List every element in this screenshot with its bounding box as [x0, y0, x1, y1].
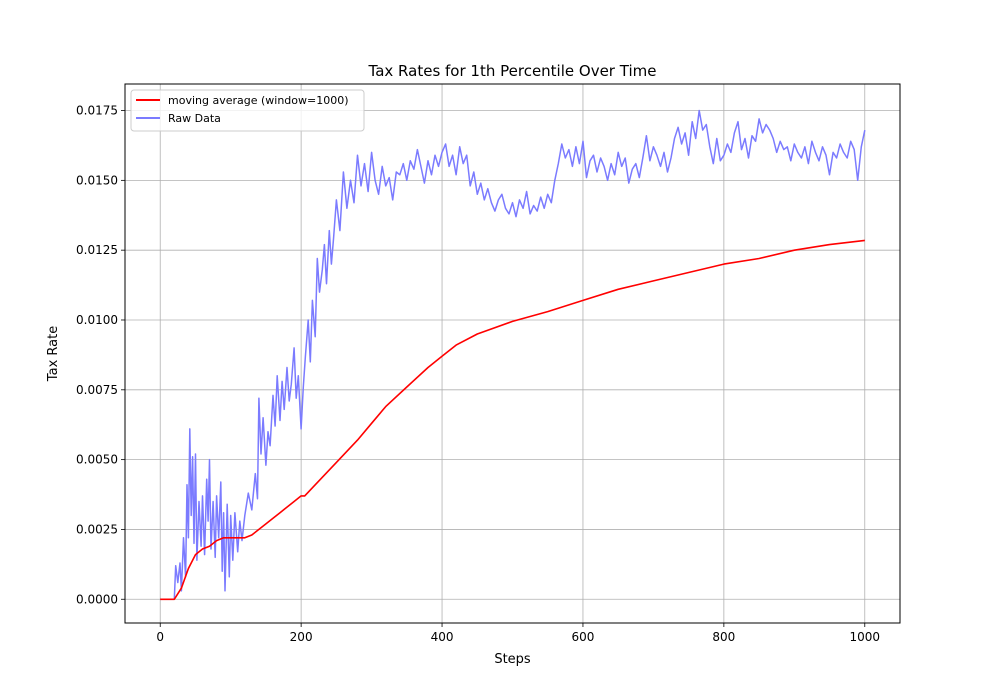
grid [125, 84, 900, 623]
chart-title: Tax Rates for 1th Percentile Over Time [368, 62, 657, 80]
x-axis-label: Steps [494, 652, 531, 667]
x-tick-label: 800 [712, 630, 735, 644]
legend: moving average (window=1000) Raw Data [130, 89, 365, 132]
y-tick-label: 0.0025 [76, 522, 118, 536]
x-tick-label: 1000 [849, 630, 880, 644]
legend-box [130, 89, 365, 132]
x-tick-label: 0 [156, 630, 164, 644]
x-tick-label: 200 [290, 630, 313, 644]
legend-label-raw-data: Raw Data [168, 112, 221, 125]
y-tick-label: 0.0125 [76, 243, 118, 257]
y-axis-label: Tax Rate [46, 326, 61, 382]
y-tick-label: 0.0075 [76, 383, 118, 397]
y-tick-label: 0.0050 [76, 453, 118, 467]
y-tick-label: 0.0150 [76, 173, 118, 187]
x-tick-label: 400 [431, 630, 454, 644]
x-tick-label: 600 [572, 630, 595, 644]
series-line-moving-average [160, 239, 865, 601]
y-tick-label: 0.0100 [76, 313, 118, 327]
plot-frame [124, 83, 901, 624]
series-group [160, 109, 866, 601]
y-tick-label: 0.0175 [76, 104, 118, 118]
y-tick-label: 0.0000 [76, 592, 118, 606]
axis-ticks: 0 200 400 600 800 1000 0.0000 0.0025 0.0050 0.007… [76, 104, 880, 644]
legend-label-moving-average: moving average (window=1000) [168, 94, 349, 107]
series-line-raw-data [160, 109, 866, 601]
